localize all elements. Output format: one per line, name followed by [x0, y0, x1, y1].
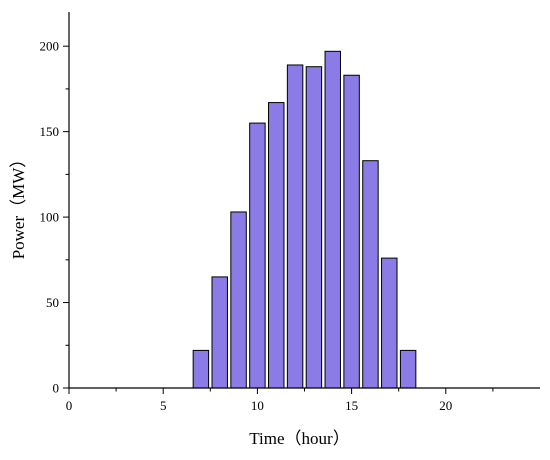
x-tick-label-0: 0 [66, 398, 73, 413]
x-tick-label-10: 10 [251, 398, 264, 413]
y-tick-label-200: 200 [40, 39, 60, 54]
y-axis-title: Power（MW） [9, 151, 28, 260]
axes-group [68, 12, 540, 389]
bar-9 [230, 211, 247, 389]
bar-11 [268, 102, 285, 389]
x-axis-title: Time（hour） [249, 429, 349, 448]
bar-13 [305, 66, 323, 389]
bar-14 [324, 50, 341, 389]
x-tick-label-15: 15 [345, 398, 358, 413]
y-tick-label-0: 0 [53, 381, 60, 396]
bar-12 [286, 64, 304, 389]
y-tick-label-150: 150 [40, 124, 60, 139]
bar-15 [343, 74, 360, 389]
bar-16 [362, 160, 379, 389]
y-tick-label-100: 100 [40, 210, 60, 225]
bars-group [192, 50, 417, 389]
bar-8 [211, 276, 228, 389]
x-tick-label-5: 5 [160, 398, 167, 413]
x-tick-label-20: 20 [439, 398, 452, 413]
bar-18 [399, 349, 417, 389]
y-tick-label-50: 50 [46, 295, 59, 310]
bar-7 [192, 349, 210, 389]
bar-10 [249, 122, 266, 389]
bar-17 [381, 257, 398, 389]
